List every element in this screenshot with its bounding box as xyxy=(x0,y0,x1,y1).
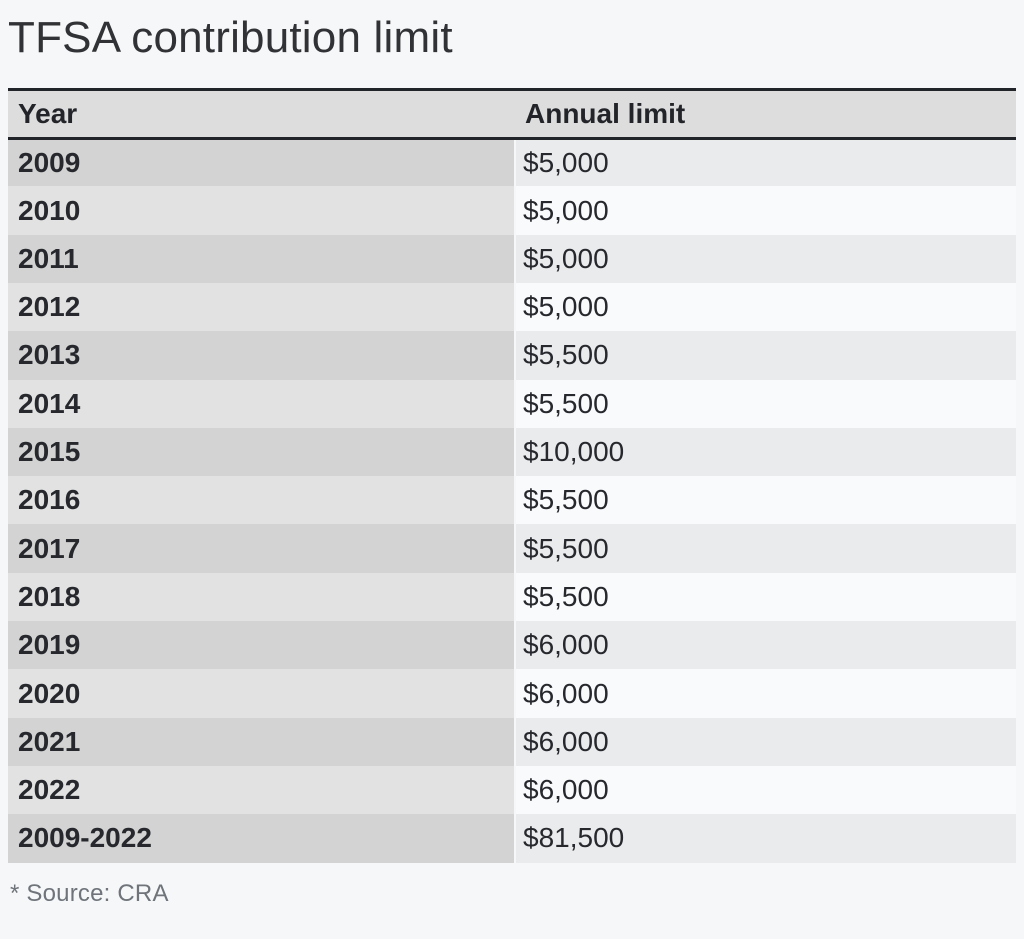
year-cell: 2019 xyxy=(8,621,515,670)
table-row: 2018 $5,500 xyxy=(8,572,1016,622)
year-cell: 2015 xyxy=(8,427,515,477)
table-row: 2019 $6,000 xyxy=(8,621,1016,670)
tfsa-limit-table: Year Annual limit 2009 $5,000 2010 $5,00… xyxy=(8,87,1016,863)
limit-cell: $5,000 xyxy=(514,138,1016,187)
limit-cell: $5,500 xyxy=(514,379,1016,428)
limit-cell: $6,000 xyxy=(514,621,1016,670)
limit-cell: $5,000 xyxy=(514,282,1016,332)
table-row: 2022 $6,000 xyxy=(8,765,1016,815)
year-cell: 2016 xyxy=(8,476,515,525)
year-cell: 2018 xyxy=(8,572,515,622)
limit-cell: $6,000 xyxy=(514,765,1016,815)
table-row: 2014 $5,500 xyxy=(8,379,1016,428)
year-cell: 2021 xyxy=(8,717,515,766)
year-cell: 2022 xyxy=(8,765,515,815)
page: TFSA contribution limit Year Annual limi… xyxy=(8,13,1016,907)
year-cell: 2009-2022 xyxy=(8,814,515,863)
limit-cell: $5,500 xyxy=(514,476,1016,525)
column-header-year: Year xyxy=(8,89,515,140)
year-cell: 2014 xyxy=(8,379,515,428)
table-row: 2009-2022 $81,500 xyxy=(8,814,1016,863)
table-header-row: Year Annual limit xyxy=(8,89,1016,140)
limit-cell: $6,000 xyxy=(514,717,1016,766)
year-cell: 2009 xyxy=(8,138,515,187)
limit-cell: $10,000 xyxy=(514,427,1016,477)
table-row: 2017 $5,500 xyxy=(8,524,1016,573)
table-row: 2021 $6,000 xyxy=(8,717,1016,766)
source-note: * Source: CRA xyxy=(10,879,169,907)
year-cell: 2011 xyxy=(8,234,515,283)
limit-cell: $81,500 xyxy=(514,814,1016,863)
table-row: 2015 $10,000 xyxy=(8,427,1016,477)
limit-cell: $5,500 xyxy=(514,524,1016,573)
limit-cell: $5,000 xyxy=(514,186,1016,235)
column-header-annual-limit: Annual limit xyxy=(515,89,1016,140)
page-title: TFSA contribution limit xyxy=(8,13,453,62)
limit-cell: $6,000 xyxy=(514,669,1016,718)
limit-cell: $5,500 xyxy=(514,331,1016,380)
year-cell: 2020 xyxy=(8,669,515,718)
table-row: 2012 $5,000 xyxy=(8,282,1016,332)
table-row: 2013 $5,500 xyxy=(8,331,1016,380)
table-row: 2010 $5,000 xyxy=(8,186,1016,235)
table-row: 2011 $5,000 xyxy=(8,234,1016,283)
limit-cell: $5,500 xyxy=(514,572,1016,622)
year-cell: 2013 xyxy=(8,331,515,380)
table-row: 2009 $5,000 xyxy=(8,138,1016,187)
year-cell: 2012 xyxy=(8,282,515,332)
table-row: 2020 $6,000 xyxy=(8,669,1016,718)
year-cell: 2017 xyxy=(8,524,515,573)
table-row: 2016 $5,500 xyxy=(8,476,1016,525)
year-cell: 2010 xyxy=(8,186,515,235)
limit-cell: $5,000 xyxy=(514,234,1016,283)
